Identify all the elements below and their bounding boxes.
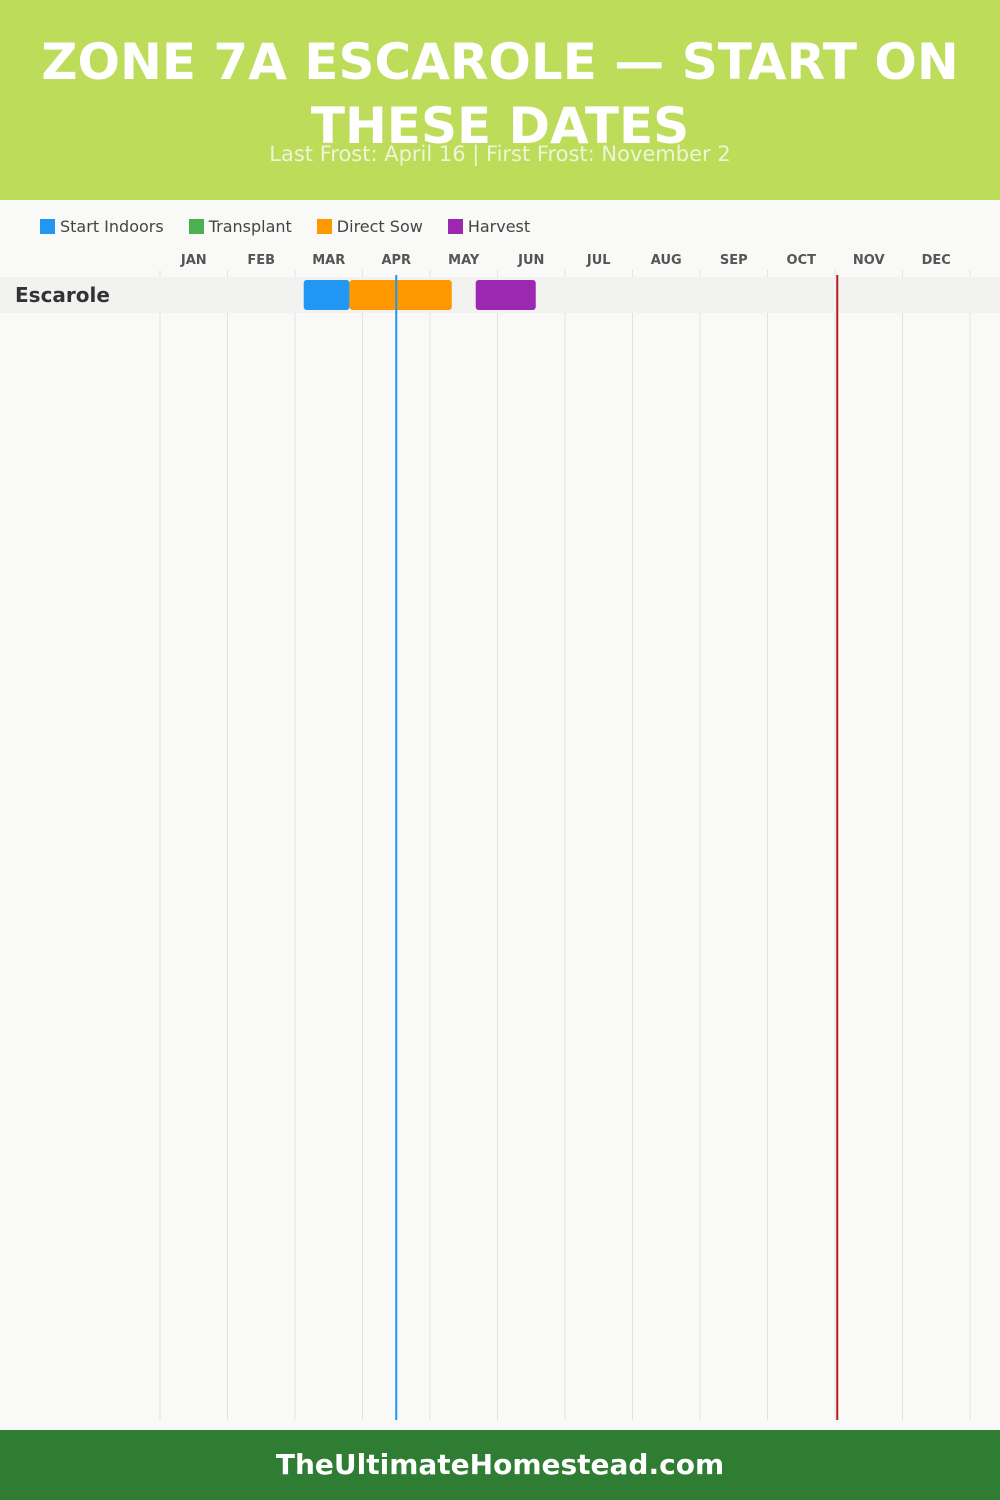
header-banner: ZONE 7A ESCAROLE — START ON THESE DATES … <box>0 0 1000 200</box>
month-tick-label: MAY <box>448 253 480 268</box>
legend-swatch-harvest <box>447 218 463 234</box>
month-tick-label: NOV <box>853 253 885 268</box>
legend-item-harvest: Harvest <box>447 216 531 236</box>
footer-banner: TheUltimateHomestead.com <box>0 1430 1000 1500</box>
month-tick-label: JUL <box>586 253 611 268</box>
bar-direct-sow <box>349 280 452 310</box>
month-tick-label: AUG <box>651 253 682 268</box>
activity-bars <box>303 280 536 310</box>
month-tick-labels: JAN FEB MAR APR MAY JUN JUL AUG SEP OCT NOV DEC <box>180 253 951 268</box>
crop-row-label: Escarole <box>15 283 110 307</box>
frost-dates-subtitle: Last Frost: April 16 | First Frost: Nove… <box>269 142 731 166</box>
legend-item-start-indoors: Start Indoors <box>40 217 164 236</box>
month-gridlines <box>159 270 971 1420</box>
footer-website: TheUltimateHomestead.com <box>275 1448 725 1481</box>
month-tick-label: OCT <box>787 253 817 268</box>
bar-start-indoors <box>303 280 350 310</box>
legend-item-transplant: Transplant <box>188 216 292 236</box>
month-tick-label: MAR <box>312 253 345 268</box>
frost-markers <box>395 275 839 1420</box>
legend-item-direct-sow: Direct Sow <box>316 216 423 236</box>
month-tick-label: SEP <box>720 253 748 268</box>
bar-harvest <box>475 280 536 310</box>
legend-label-harvest: Harvest <box>467 216 531 236</box>
month-tick-label: JAN <box>180 253 207 268</box>
month-tick-label: DEC <box>922 253 951 268</box>
planting-calendar-chart: Escarole JAN FEB MAR APR MAY JUN JUL AUG SEP OCT N… <box>0 253 1000 1420</box>
legend-swatch-transplant <box>188 218 204 234</box>
legend-swatch-direct-sow <box>316 218 332 234</box>
month-tick-label: APR <box>381 253 411 268</box>
legend-label-start-indoors: Start Indoors <box>60 216 164 236</box>
legend-swatch-start-indoors <box>40 218 55 234</box>
legend: Start Indoors Transplant Direct Sow Harv… <box>40 214 555 238</box>
month-tick-label: FEB <box>247 253 275 268</box>
chart-title: ZONE 7A ESCAROLE — START ON THESE DATES <box>41 33 959 155</box>
legend-label-transplant: Transplant <box>208 216 292 236</box>
legend-label-direct-sow: Direct Sow <box>336 216 423 236</box>
month-tick-label: JUN <box>517 253 544 268</box>
